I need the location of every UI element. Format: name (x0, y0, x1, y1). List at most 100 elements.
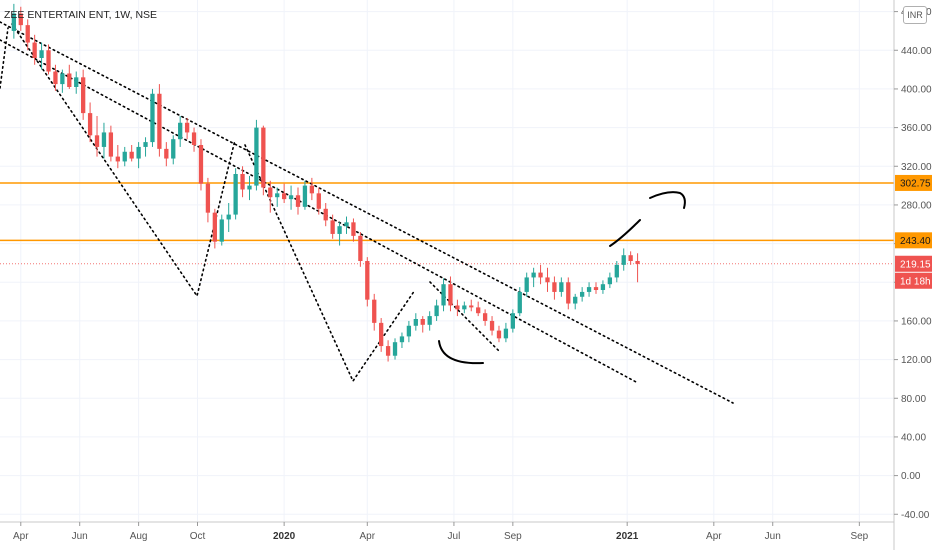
price-tick-label: 400.00 (901, 84, 932, 95)
bar-countdown-label: 1d 18h (900, 276, 931, 287)
horizontal-level-lines[interactable] (0, 182, 894, 265)
annotation-arrow-curve[interactable] (649, 191, 686, 209)
candle (275, 187, 280, 207)
candle-body (365, 261, 370, 300)
candle-body (496, 330, 502, 339)
candle-body (337, 226, 342, 234)
annotation-arrow-up[interactable] (609, 219, 641, 247)
candle-body (122, 151, 127, 162)
candle-body (101, 132, 107, 147)
candle (261, 125, 266, 196)
price-tick-label: 80.00 (901, 394, 926, 405)
candle-body (164, 148, 169, 159)
candle-body (351, 222, 356, 236)
price-tick-label: -40.00 (901, 510, 930, 521)
candle-body (233, 174, 238, 215)
candle (566, 277, 571, 310)
candle (254, 119, 259, 191)
candle (205, 177, 211, 223)
candle (531, 267, 536, 288)
time-tick-label: Jun (765, 531, 781, 542)
trendline-v-2020[interactable] (244, 144, 416, 383)
time-tick-label: Sep (504, 531, 522, 542)
candle (178, 116, 183, 147)
trendline-small-channel[interactable] (429, 281, 501, 353)
currency-button[interactable]: INR (903, 6, 927, 24)
hand-drawn-annotations[interactable] (438, 191, 686, 365)
price-tick-label: 160.00 (901, 316, 932, 327)
candle (351, 218, 356, 242)
candle (316, 187, 321, 215)
candle (524, 272, 529, 297)
candle (600, 280, 606, 294)
candle-body (385, 346, 391, 356)
candle-body (261, 127, 266, 188)
candle (503, 322, 509, 343)
candle (614, 261, 619, 283)
time-axis[interactable]: Apr Jun Aug Oct 2020 Apr Jul Sep 2021 Apr Jun Sep (13, 522, 869, 542)
candle-body (316, 193, 321, 209)
candle-body (150, 93, 155, 143)
candle (198, 139, 204, 191)
candle (462, 301, 467, 314)
candle (233, 168, 238, 220)
candle (108, 125, 114, 162)
candle (441, 278, 446, 312)
candle-body (136, 146, 141, 159)
candle-body (143, 142, 148, 147)
candle (53, 64, 58, 91)
candle-body (268, 187, 273, 198)
candle-body (323, 208, 328, 221)
time-tick-label: Aug (130, 531, 148, 542)
candle-body (482, 313, 488, 321)
candle-body (593, 287, 599, 290)
candle (164, 142, 169, 167)
price-tick-label: 440.00 (901, 46, 932, 57)
chart-title: ZEE ENTERTAIN ENT, 1W, NSE (4, 9, 157, 21)
candle (358, 232, 363, 267)
chart-grid (0, 0, 894, 522)
candle-body (434, 305, 439, 317)
candle-body (531, 272, 536, 278)
candle-body (635, 261, 640, 264)
candle-body (517, 291, 522, 314)
candle (46, 44, 51, 75)
candle (288, 185, 294, 210)
trendline-left-v[interactable] (0, 23, 236, 298)
candle-body (129, 151, 134, 159)
candle-body (420, 319, 425, 325)
level-price-label-bg (895, 174, 932, 191)
candle-body (32, 42, 37, 58)
candle-body (46, 50, 51, 72)
candle (87, 102, 93, 143)
candle (330, 214, 335, 239)
annotation-cup-curve[interactable] (438, 340, 484, 365)
candle-body (275, 193, 280, 198)
candle-body (573, 296, 578, 304)
candle (337, 222, 342, 246)
time-tick-label: 2021 (616, 531, 639, 542)
price-tick-label: 320.00 (901, 162, 932, 173)
candle (219, 214, 224, 246)
candle-body (39, 50, 44, 58)
candle (413, 313, 418, 331)
price-tick-label: 0.00 (901, 471, 921, 482)
candle (212, 208, 217, 249)
candle-body (358, 235, 363, 261)
candle-body (178, 122, 183, 140)
candle-body (614, 264, 619, 278)
candle (74, 71, 79, 94)
time-tick-label: Jun (72, 531, 88, 542)
candle (143, 137, 148, 157)
candle (122, 146, 127, 167)
candle (18, 6, 23, 31)
drawn-trendlines[interactable] (0, 21, 734, 404)
time-tick-label: Sep (850, 531, 868, 542)
candle-body (628, 255, 633, 261)
trendline-upper[interactable] (0, 21, 734, 404)
candle-body (600, 284, 606, 290)
level-price-label: 243.40 (900, 236, 931, 247)
candle-body (503, 328, 509, 339)
time-tick-label: Apr (706, 531, 722, 542)
